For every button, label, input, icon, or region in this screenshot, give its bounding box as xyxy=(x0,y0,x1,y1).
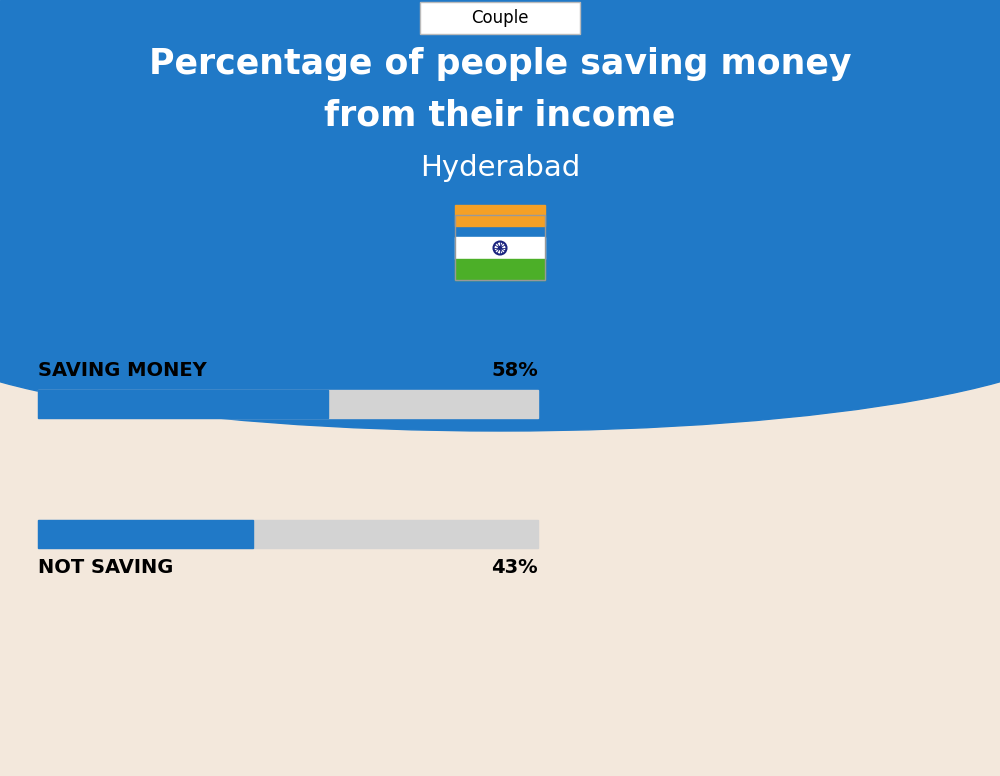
Bar xyxy=(455,237,545,259)
Bar xyxy=(0,0,1000,321)
Text: 43%: 43% xyxy=(491,558,538,577)
Circle shape xyxy=(498,247,502,250)
Bar xyxy=(455,205,545,227)
Text: NOT SAVING: NOT SAVING xyxy=(38,558,173,577)
Bar xyxy=(455,216,545,280)
Text: SAVING MONEY: SAVING MONEY xyxy=(38,361,207,380)
Text: Percentage of people saving money: Percentage of people saving money xyxy=(149,47,851,81)
FancyBboxPatch shape xyxy=(420,2,580,34)
Bar xyxy=(38,390,328,418)
Bar xyxy=(38,520,538,548)
Bar xyxy=(38,520,253,548)
Text: from their income: from their income xyxy=(324,99,676,133)
Text: 58%: 58% xyxy=(491,361,538,380)
Text: Couple: Couple xyxy=(471,9,529,27)
Bar xyxy=(38,390,538,418)
Bar xyxy=(455,259,545,280)
Ellipse shape xyxy=(0,211,1000,431)
Text: Hyderabad: Hyderabad xyxy=(420,154,580,182)
